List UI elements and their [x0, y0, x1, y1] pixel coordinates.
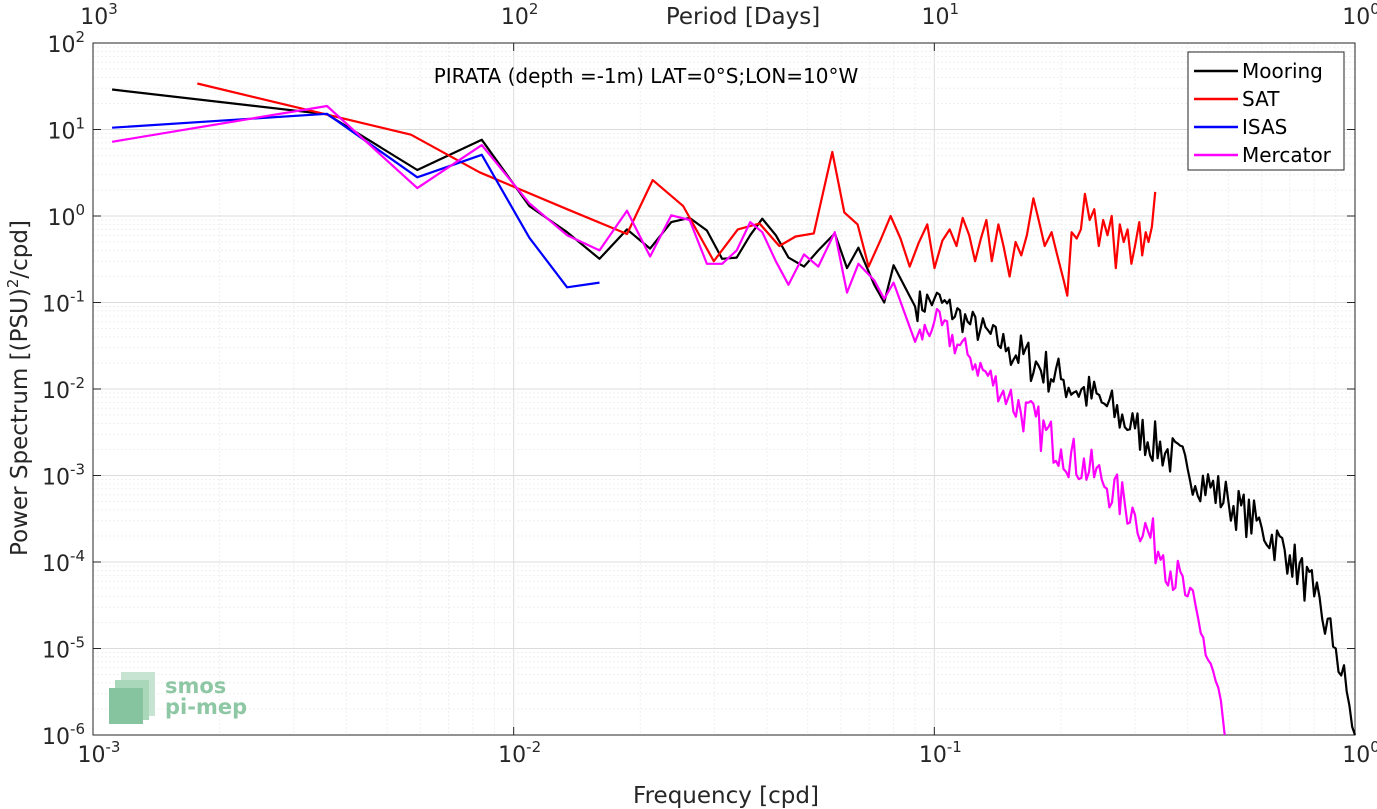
- top-tick-label-exp: 3: [108, 0, 118, 18]
- series-lines: [111, 82, 1357, 736]
- x-tick-label-exp: -2: [526, 738, 541, 756]
- x-tick-label-base: 10: [1342, 743, 1370, 768]
- series-line-isas: [112, 112, 600, 289]
- x-tick-label-exp: -3: [106, 738, 121, 756]
- series-line-mercator: [111, 104, 1226, 736]
- y-tick-label: 10-2: [42, 374, 85, 404]
- top-tick-label-exp: 0: [1370, 0, 1377, 18]
- grid-lines: [93, 43, 1355, 735]
- y-tick-label-base: 10: [42, 639, 70, 664]
- y-tick-label-exp: 0: [75, 201, 85, 219]
- y-tick-label-exp: -4: [70, 547, 85, 565]
- y-axis-label-tail: /cpd]: [7, 220, 33, 279]
- y-tick-label-exp: 2: [75, 28, 85, 46]
- y-tick-label-base: 10: [42, 466, 70, 491]
- y-tick-label: 10-6: [42, 720, 85, 750]
- x-tick-label-exp: 0: [1370, 738, 1377, 756]
- y-tick-label-exp: 1: [75, 115, 85, 133]
- y-tick-label-exp: -6: [70, 720, 85, 738]
- x-tick-label-exp: -1: [947, 738, 962, 756]
- logo-mark-front: [109, 688, 143, 724]
- y-tick-label-base: 10: [42, 379, 70, 404]
- y-tick-label: 10-3: [42, 461, 85, 491]
- legend-label-sat: SAT: [1242, 87, 1280, 111]
- x-tick-label-base: 10: [78, 743, 106, 768]
- y-tick-label: 10-1: [42, 288, 85, 318]
- top-tick-label-exp: 2: [529, 0, 539, 18]
- y-tick-label-exp: -3: [70, 461, 85, 479]
- legend-label-mooring: Mooring: [1242, 59, 1323, 83]
- y-tick-label-base: 10: [42, 293, 70, 318]
- top-tick-label-base: 10: [922, 5, 950, 30]
- logo-text-pimep: pi-mep: [165, 695, 247, 719]
- x-tick-label: 100: [1342, 738, 1377, 768]
- top-tick-label: 102: [501, 0, 539, 30]
- y-tick-label-exp: -2: [70, 374, 85, 392]
- y-tick-label-base: 10: [47, 33, 75, 58]
- x-tick-label: 10-1: [919, 738, 962, 768]
- top-tick-label-base: 10: [80, 5, 108, 30]
- series-line-mooring: [111, 88, 1357, 736]
- y-tick-label-base: 10: [47, 120, 75, 145]
- y-tick-label-base: 10: [42, 552, 70, 577]
- y-tick-label: 101: [47, 115, 85, 145]
- y-tick-label: 10-5: [42, 634, 85, 664]
- y-tick-label-base: 10: [42, 725, 70, 750]
- x-tick-label-base: 10: [919, 743, 947, 768]
- series-line-sat: [197, 82, 1157, 297]
- top-tick-label: 103: [80, 0, 118, 30]
- legend: Mooring SAT ISAS Mercator: [1187, 51, 1345, 171]
- top-tick-label-base: 10: [501, 5, 529, 30]
- top-tick-label-exp: 1: [950, 0, 960, 18]
- y-tick-label-exp: -1: [70, 288, 85, 306]
- top-axis-label: Period [Days]: [666, 4, 820, 30]
- smos-logo: smos pi-mep: [109, 672, 247, 724]
- y-tick-label: 100: [47, 201, 85, 231]
- x-tick-label: 10-2: [498, 738, 541, 768]
- y-tick-label-base: 10: [47, 206, 75, 231]
- y-axis-label: Power Spectrum [(PSU)2/cpd]: [4, 220, 33, 556]
- legend-label-mercator: Mercator: [1242, 143, 1332, 167]
- y-tick-label: 10-4: [42, 547, 85, 577]
- chart-title: PIRATA (depth =-1m) LAT=0°S;LON=10°W: [434, 64, 859, 88]
- y-tick-label: 102: [47, 28, 85, 58]
- y-axis-label-sup: 2: [4, 279, 22, 289]
- logo-text-smos: smos: [165, 674, 226, 698]
- top-tick-label-base: 10: [1342, 5, 1370, 30]
- x-tick-label-base: 10: [498, 743, 526, 768]
- y-axis-label-main: Power Spectrum [(PSU): [7, 288, 33, 556]
- top-tick-label: 100: [1342, 0, 1377, 30]
- x-tick-label: 10-3: [78, 738, 121, 768]
- top-tick-label: 101: [922, 0, 960, 30]
- y-tick-label-exp: -5: [70, 634, 85, 652]
- x-axis-label: Frequency [cpd]: [633, 783, 819, 809]
- legend-label-isas: ISAS: [1242, 115, 1287, 139]
